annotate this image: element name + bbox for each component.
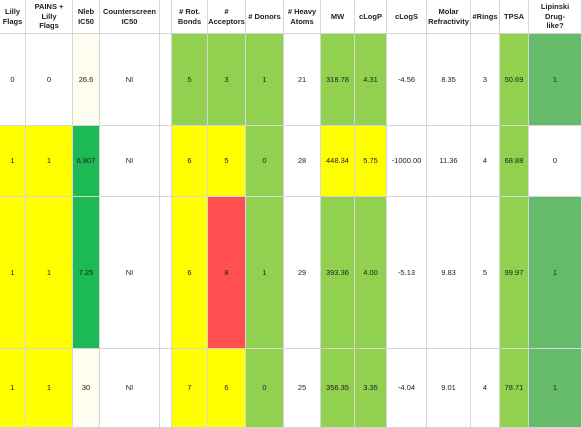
cell-heavy[interactable]: 25: [284, 349, 321, 428]
gutter-cell[interactable]: [160, 126, 172, 197]
cell-acc[interactable]: 5: [208, 126, 246, 197]
header-counter[interactable]: Counterscreen IC50: [100, 0, 160, 34]
cell-rot[interactable]: 7: [172, 349, 208, 428]
cell-acc[interactable]: 8: [208, 197, 246, 349]
gutter-cell[interactable]: [160, 349, 172, 428]
cell-clogs[interactable]: -1000.00: [387, 126, 427, 197]
cell-lipinski[interactable]: 1: [529, 349, 582, 428]
cell-tpsa[interactable]: 99.97: [500, 197, 529, 349]
cell-mr[interactable]: 8.35: [427, 34, 471, 126]
gutter-cell[interactable]: [160, 0, 172, 34]
header-clogp[interactable]: cLogP: [355, 0, 387, 34]
cell-lilly[interactable]: 1: [0, 349, 26, 428]
header-mw[interactable]: MW: [321, 0, 355, 34]
cell-pains[interactable]: 0: [26, 34, 73, 126]
cell-lipinski[interactable]: 1: [529, 197, 582, 349]
cell-lipinski[interactable]: 0: [529, 126, 582, 197]
cell-acc[interactable]: 6: [208, 349, 246, 428]
header-don[interactable]: # Donors: [246, 0, 284, 34]
cell-acc[interactable]: 3: [208, 34, 246, 126]
header-rings[interactable]: #Rings: [471, 0, 500, 34]
cell-rot[interactable]: 6: [172, 197, 208, 349]
cell-counter[interactable]: NI: [100, 197, 160, 349]
cell-lipinski[interactable]: 1: [529, 34, 582, 126]
cell-mr[interactable]: 9.83: [427, 197, 471, 349]
cell-rings[interactable]: 4: [471, 126, 500, 197]
cell-lilly[interactable]: 1: [0, 197, 26, 349]
cell-clogp[interactable]: 4.00: [355, 197, 387, 349]
header-mr[interactable]: Molar Refractivity: [427, 0, 471, 34]
cell-lilly[interactable]: 0: [0, 34, 26, 126]
header-pains[interactable]: PAINS + Lilly Flags: [26, 0, 73, 34]
cell-pains[interactable]: 1: [26, 349, 73, 428]
gutter-cell[interactable]: [160, 197, 172, 349]
cell-mr[interactable]: 9.01: [427, 349, 471, 428]
cell-pains[interactable]: 1: [26, 126, 73, 197]
cell-mw[interactable]: 393.36: [321, 197, 355, 349]
header-acc[interactable]: # Acceptors: [208, 0, 246, 34]
cell-rings[interactable]: 5: [471, 197, 500, 349]
cell-clogp[interactable]: 4.31: [355, 34, 387, 126]
cell-tpsa[interactable]: 78.71: [500, 349, 529, 428]
header-lilly[interactable]: Lilly Flags: [0, 0, 26, 34]
cell-counter[interactable]: NI: [100, 126, 160, 197]
cell-clogp[interactable]: 5.75: [355, 126, 387, 197]
cell-heavy[interactable]: 29: [284, 197, 321, 349]
cell-clogs[interactable]: -4.04: [387, 349, 427, 428]
cell-nleb[interactable]: 6.807: [73, 126, 100, 197]
cell-don[interactable]: 0: [246, 126, 284, 197]
cell-rot[interactable]: 6: [172, 126, 208, 197]
cell-mw[interactable]: 356.35: [321, 349, 355, 428]
cell-mr[interactable]: 11.36: [427, 126, 471, 197]
cell-clogp[interactable]: 3.35: [355, 349, 387, 428]
cell-counter[interactable]: NI: [100, 349, 160, 428]
cell-heavy[interactable]: 21: [284, 34, 321, 126]
cell-clogs[interactable]: -5.13: [387, 197, 427, 349]
cell-tpsa[interactable]: 68.88: [500, 126, 529, 197]
cell-mw[interactable]: 448.34: [321, 126, 355, 197]
cell-rings[interactable]: 4: [471, 349, 500, 428]
cell-counter[interactable]: NI: [100, 34, 160, 126]
gutter-cell[interactable]: [160, 34, 172, 126]
header-nleb[interactable]: Nleb IC50: [73, 0, 100, 34]
header-tpsa[interactable]: TPSA: [500, 0, 529, 34]
cell-don[interactable]: 1: [246, 34, 284, 126]
header-rot[interactable]: # Rot. Bonds: [172, 0, 208, 34]
cell-don[interactable]: 0: [246, 349, 284, 428]
header-clogs[interactable]: cLogS: [387, 0, 427, 34]
cell-lilly[interactable]: 1: [0, 126, 26, 197]
cell-rings[interactable]: 3: [471, 34, 500, 126]
cell-mw[interactable]: 318.78: [321, 34, 355, 126]
cell-pains[interactable]: 1: [26, 197, 73, 349]
cell-nleb[interactable]: 7.25: [73, 197, 100, 349]
cell-rot[interactable]: 5: [172, 34, 208, 126]
cell-heavy[interactable]: 28: [284, 126, 321, 197]
cell-nleb[interactable]: 26.6: [73, 34, 100, 126]
cell-clogs[interactable]: -4.56: [387, 34, 427, 126]
header-lipinski[interactable]: Lipinski Drug- like?: [529, 0, 582, 34]
cell-don[interactable]: 1: [246, 197, 284, 349]
header-heavy[interactable]: # Heavy Atoms: [284, 0, 321, 34]
cell-tpsa[interactable]: 50.69: [500, 34, 529, 126]
cell-nleb[interactable]: 30: [73, 349, 100, 428]
